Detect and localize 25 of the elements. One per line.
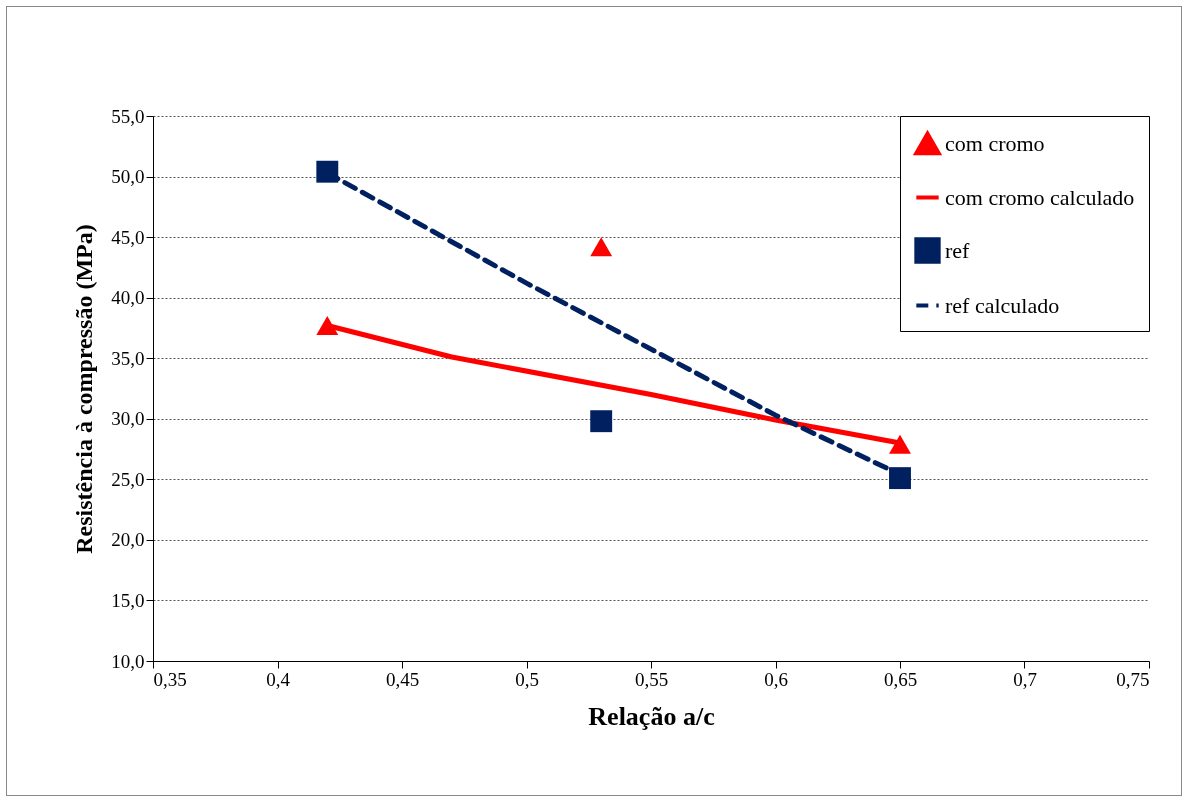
x-tick-label: 0,65 — [883, 668, 918, 690]
y-tick-label: 35,0 — [111, 347, 145, 369]
y-axis-title: Resistência à compressão (MPa) — [71, 224, 98, 554]
y-tick-label: 55,0 — [111, 105, 145, 127]
y-tick-label: 20,0 — [111, 529, 145, 551]
y-tick-label: 25,0 — [111, 468, 145, 490]
legend-label: ref — [945, 237, 971, 263]
x-tick-label: 0,6 — [764, 668, 788, 690]
y-tick-label: 50,0 — [111, 166, 145, 188]
y-tick-label: 40,0 — [111, 287, 145, 309]
x-tick-label: 0,5 — [515, 668, 539, 690]
y-tick-label: 45,0 — [111, 226, 145, 248]
x-tick-label: 0,7 — [1013, 668, 1037, 690]
x-tick-label: 0,35 — [153, 668, 187, 690]
y-tick-label: 30,0 — [111, 408, 145, 430]
y-tick-label: 10,0 — [111, 650, 145, 672]
y-tick-label: 15,0 — [111, 589, 145, 611]
x-tick-label: 0,75 — [1116, 668, 1150, 690]
x-tick-label: 0,55 — [634, 668, 669, 690]
legend-label: ref calculado — [945, 292, 1060, 318]
x-tick-label: 0,45 — [385, 668, 420, 690]
x-tick-label: 0,4 — [266, 668, 291, 690]
legend-label: com cromo — [945, 130, 1045, 156]
legend-label: com cromo calculado — [945, 184, 1135, 210]
x-axis-title: Relação a/c — [588, 701, 715, 731]
